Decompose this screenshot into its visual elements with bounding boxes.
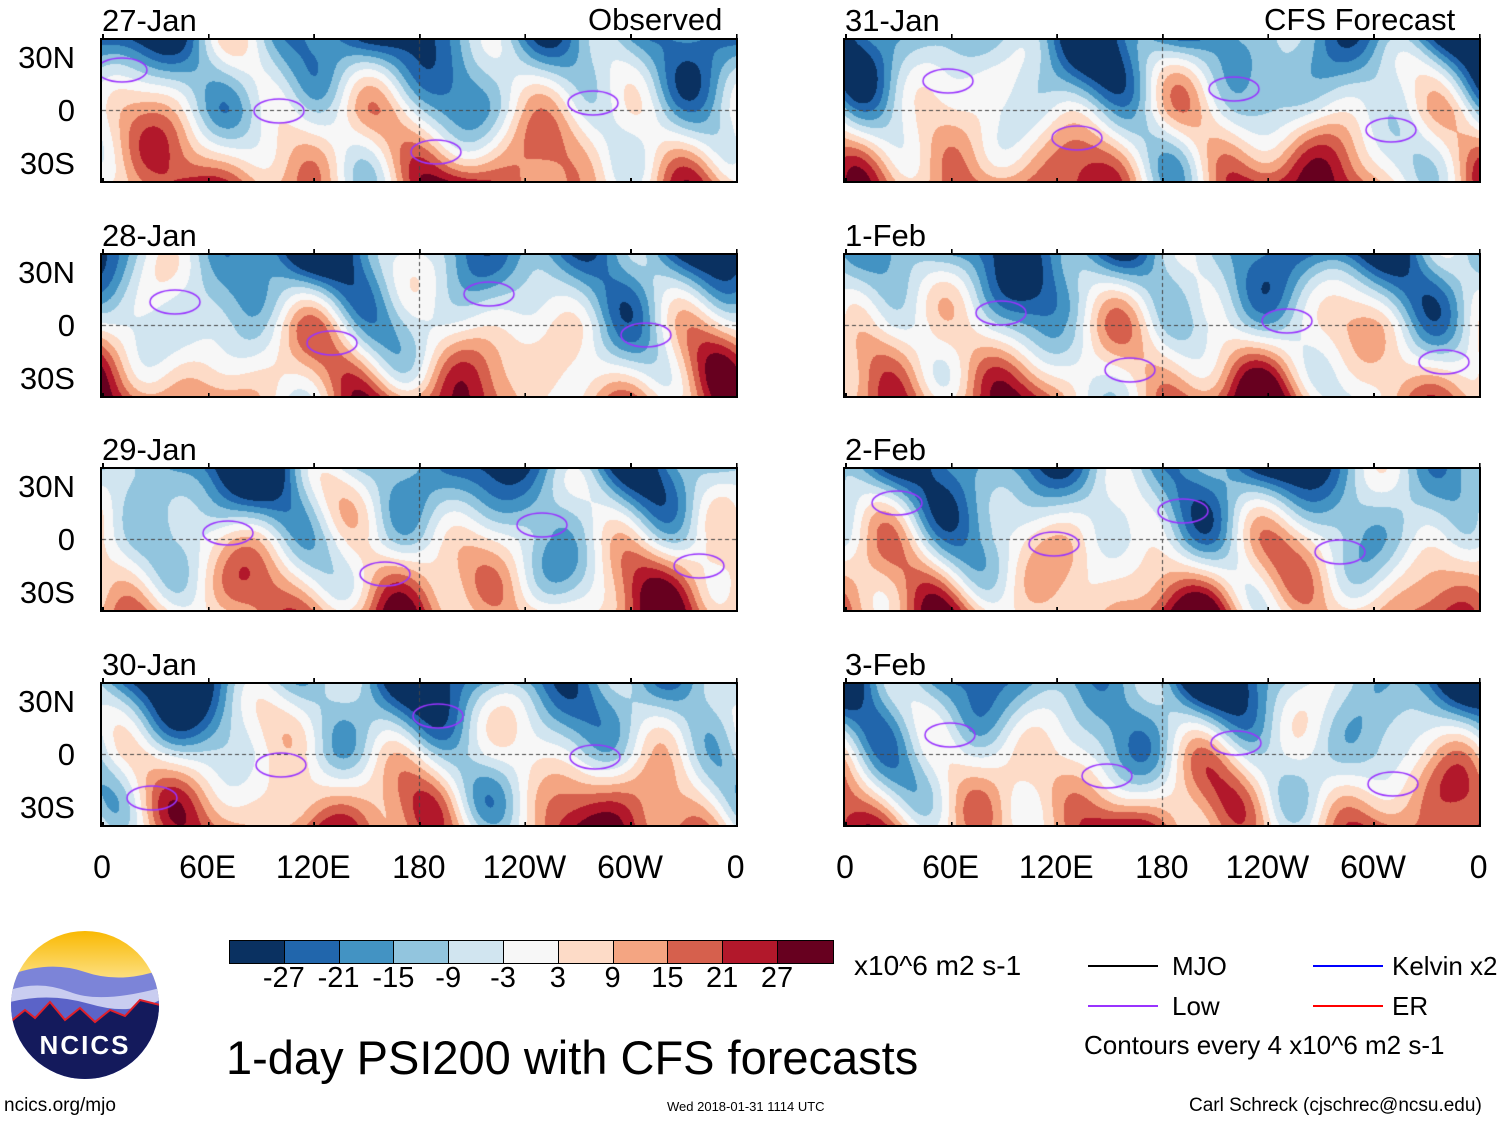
colorbar-units: x10^6 m2 s-1	[854, 950, 1022, 981]
map-panel	[100, 682, 738, 827]
lon-tick-label: 180	[1135, 849, 1189, 885]
colorbar-label: -15	[372, 962, 415, 994]
footer-author: Carl Schreck (cjschrec@ncsu.edu)	[1189, 1095, 1482, 1116]
lon-tick-label: 0	[836, 849, 854, 885]
lat-tick-label: 30S	[19, 790, 75, 825]
panel-date-label: 1-Feb	[845, 218, 926, 253]
legend-label-mjo: MJO	[1172, 951, 1227, 981]
psi200-anomaly-field	[845, 40, 1479, 181]
colorbar-swatch	[448, 940, 505, 964]
footer-timestamp: Wed 2018-01-31 1114 UTC	[667, 1099, 825, 1114]
lon-tick-label: 120W	[1225, 849, 1310, 885]
map-panel	[843, 682, 1481, 827]
lat-tick-label: 0	[57, 737, 75, 772]
lat-tick-label: 0	[57, 93, 75, 128]
logo-text: NCICS	[40, 1030, 131, 1060]
lat-tick-label: 0	[57, 522, 75, 557]
psi200-anomaly-field	[102, 469, 736, 610]
panel-date-label: 29-Jan	[102, 432, 197, 467]
footer-url[interactable]: ncics.org/mjo	[4, 1095, 116, 1116]
colorbar-label: 15	[651, 962, 684, 994]
colorbar-swatch	[393, 940, 451, 964]
map-panel	[843, 467, 1481, 612]
lon-tick-label: 120W	[482, 849, 567, 885]
panel-date-label: 28-Jan	[102, 218, 197, 253]
colorbar-label: -9	[435, 962, 462, 994]
legend-line-kelvin	[1313, 965, 1383, 967]
map-panel	[100, 467, 738, 612]
lon-tick-label: 60E	[179, 849, 237, 885]
colorbar-label: -3	[490, 962, 516, 994]
psi200-anomaly-field	[845, 469, 1479, 610]
forecast-header: CFS Forecast	[1264, 2, 1456, 37]
colorbar-label: 21	[706, 962, 739, 994]
colorbar-swatch	[338, 940, 396, 964]
psi200-anomaly-field	[102, 684, 736, 825]
panel-date-label: 2-Feb	[845, 432, 926, 467]
colorbar-swatch	[557, 940, 615, 964]
colorbar-swatch	[722, 940, 779, 964]
lon-tick-label: 180	[392, 849, 446, 885]
colorbar-label: 3	[549, 962, 566, 994]
lon-tick-label: 60W	[1340, 849, 1406, 885]
panel-date-label: 3-Feb	[845, 647, 926, 682]
colorbar-swatch	[503, 940, 560, 964]
legend-line-mjo	[1088, 965, 1158, 967]
psi200-anomaly-field	[845, 255, 1479, 396]
lon-tick-label: 0	[726, 849, 745, 885]
observed-header: Observed	[588, 2, 723, 37]
colorbar-label: -27	[262, 962, 305, 994]
colorbar-swatch	[777, 940, 834, 964]
colorbar-swatch	[612, 940, 670, 964]
lat-tick-label: 30S	[19, 146, 75, 181]
colorbar-swatch	[667, 940, 725, 964]
lon-tick-label: 120E	[275, 849, 351, 885]
panel-date-label: 27-Jan	[102, 3, 197, 38]
lon-tick-label: 60E	[922, 849, 980, 885]
psi200-anomaly-field	[102, 40, 736, 181]
lat-tick-label: 30N	[18, 469, 75, 504]
lat-tick-label: 30N	[18, 255, 75, 290]
lat-tick-label: 0	[57, 308, 75, 343]
colorbar-label: 9	[604, 962, 621, 994]
ncics-logo: NCICS	[11, 931, 159, 1079]
panel-date-label: 30-Jan	[102, 647, 197, 682]
lat-tick-label: 30N	[18, 40, 75, 75]
lat-tick-label: 30S	[19, 575, 75, 610]
psi200-anomaly-field	[845, 684, 1479, 825]
legend-label-er: ER	[1392, 991, 1429, 1021]
colorbar-label: -21	[317, 962, 360, 994]
map-panel	[843, 253, 1481, 398]
legend-label-kelvin: Kelvin x2	[1392, 951, 1498, 981]
map-panel	[100, 253, 738, 398]
colorbar-label: 27	[760, 962, 794, 994]
map-panel	[100, 38, 738, 183]
legend-line-er	[1313, 1005, 1383, 1007]
lon-tick-label: 0	[1469, 849, 1488, 885]
lon-tick-label: 120E	[1018, 849, 1094, 885]
panel-date-label: 31-Jan	[845, 3, 940, 38]
legend-label-low: Low	[1172, 991, 1220, 1021]
map-panel	[843, 38, 1481, 183]
figure-title: 1-day PSI200 with CFS forecasts	[226, 1031, 919, 1084]
legend-line-low	[1088, 1005, 1158, 1007]
colorbar-swatch	[283, 940, 341, 964]
psi200-anomaly-field	[102, 255, 736, 396]
lon-tick-label: 0	[93, 849, 111, 885]
lat-tick-label: 30N	[18, 684, 75, 719]
lat-tick-label: 30S	[19, 361, 75, 396]
colorbar-swatch	[229, 940, 286, 964]
contour-note: Contours every 4 x10^6 m2 s-1	[1084, 1030, 1445, 1060]
lon-tick-label: 60W	[597, 849, 663, 885]
